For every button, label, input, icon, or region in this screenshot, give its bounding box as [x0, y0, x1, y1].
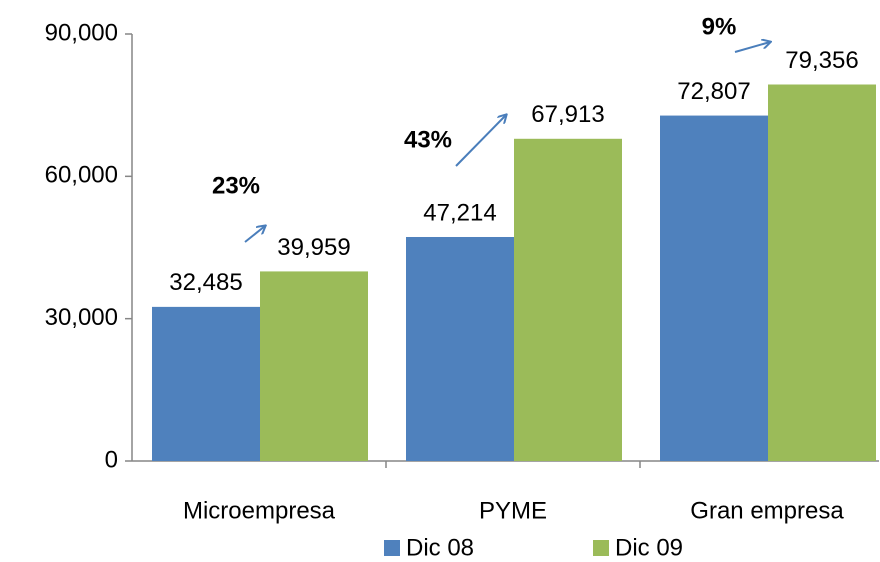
growth-label: 23%: [212, 172, 260, 199]
bar: [514, 138, 622, 462]
y-tick-label: 30,000: [45, 304, 118, 331]
x-tick-label: Gran empresa: [690, 497, 844, 524]
growth-arrow: [734, 42, 770, 53]
x-tick-label: Microempresa: [183, 497, 336, 524]
value-label: 47,214: [423, 199, 496, 226]
growth-label: 9%: [702, 13, 737, 40]
bar: [768, 84, 876, 461]
legend-label: Dic 09: [615, 534, 683, 561]
legend-swatch: [593, 540, 609, 556]
x-tick-label: PYME: [479, 497, 547, 524]
legend-label: Dic 08: [406, 534, 474, 561]
value-label: 32,485: [169, 269, 242, 296]
y-tick-label: 0: [105, 446, 118, 473]
bar: [152, 306, 260, 461]
value-label: 79,356: [785, 47, 858, 74]
value-label: 39,959: [277, 234, 350, 261]
legend-swatch: [384, 540, 400, 556]
value-label: 67,913: [531, 101, 604, 128]
bar: [660, 115, 768, 462]
y-tick-label: 90,000: [45, 19, 118, 46]
bar: [260, 271, 368, 461]
growth-label: 43%: [404, 126, 452, 153]
value-label: 72,807: [677, 78, 750, 105]
y-tick-label: 60,000: [45, 162, 118, 189]
growth-arrow: [455, 115, 506, 167]
bar: [406, 236, 514, 461]
growth-arrow: [244, 226, 265, 243]
